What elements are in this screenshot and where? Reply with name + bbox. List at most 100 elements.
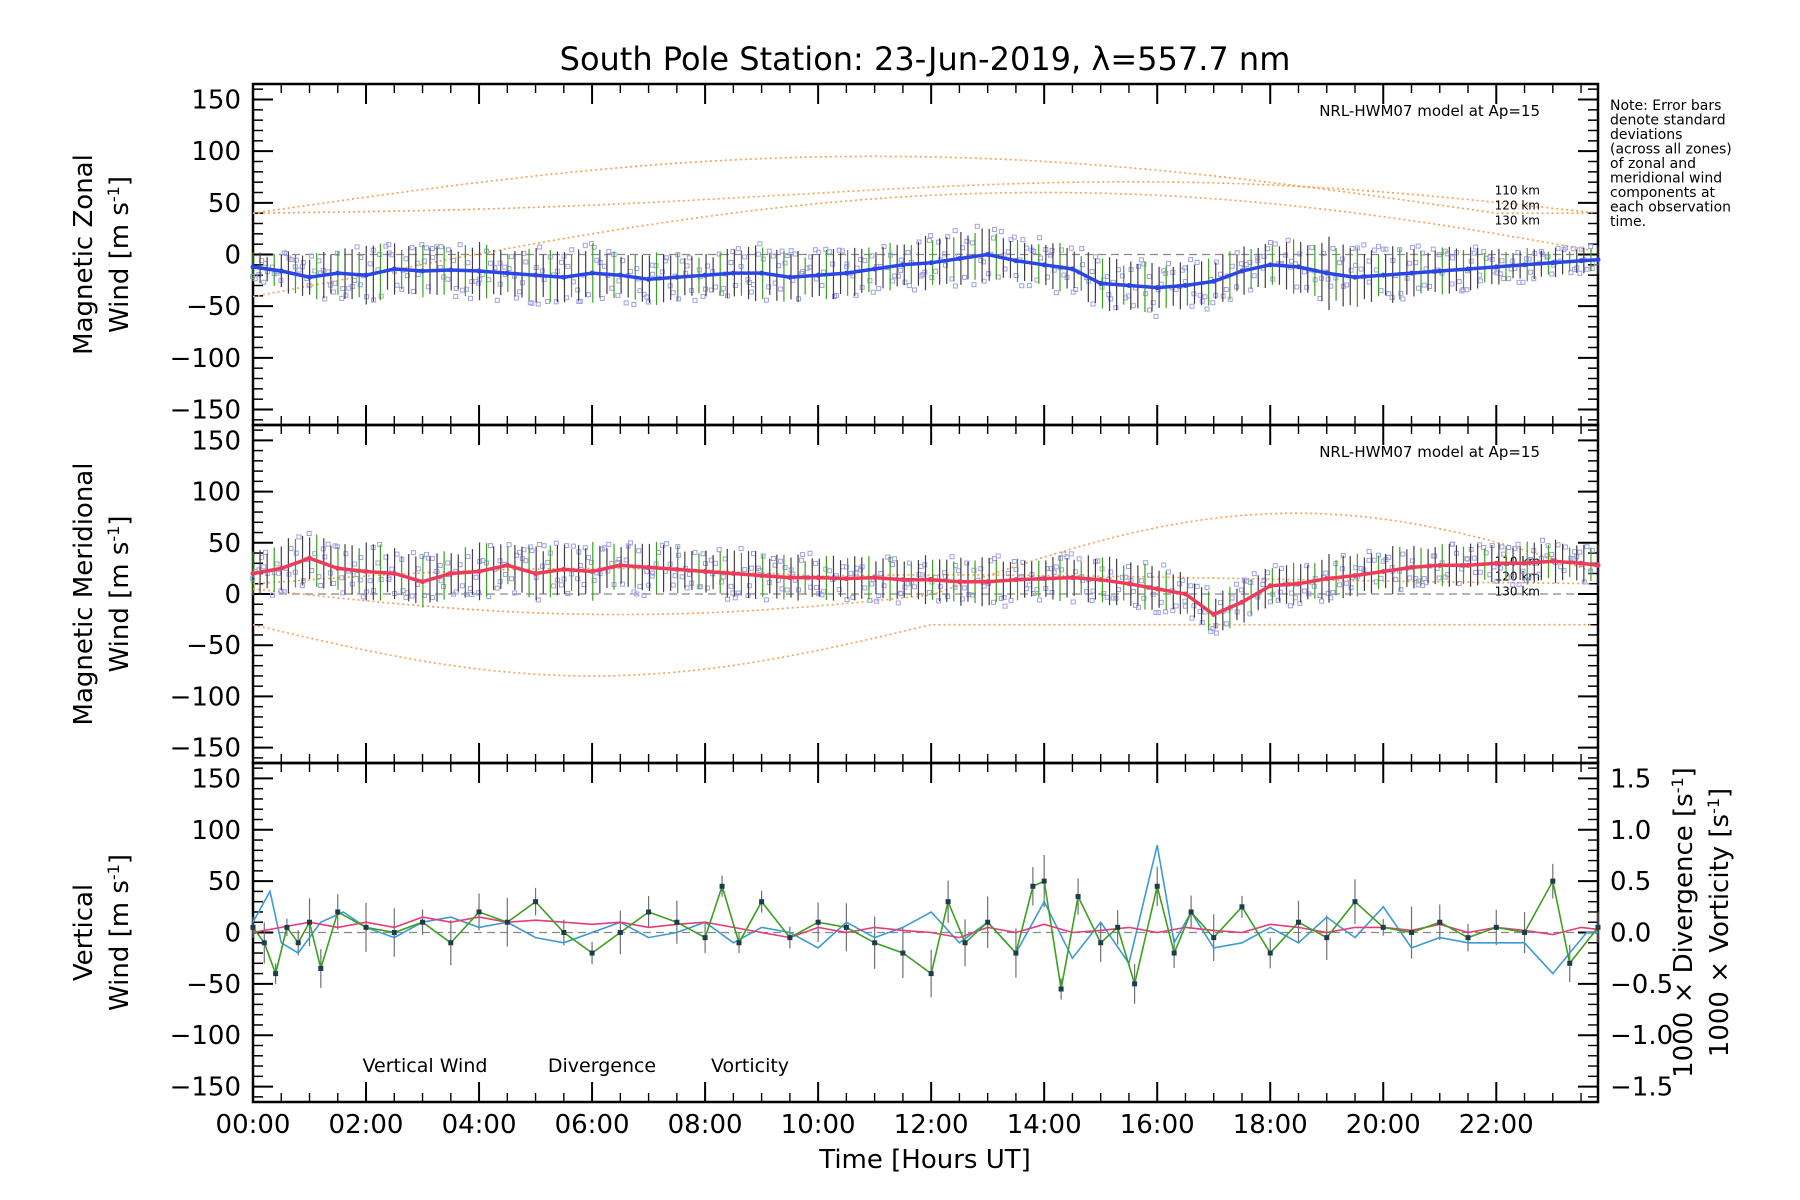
y-tick-label: 100 [191,478,241,508]
vertical-wind-point [815,919,821,925]
vertical-wind-point [736,940,742,946]
zone-point [1229,595,1235,601]
zone-point [309,253,315,259]
zone-point [1501,276,1507,282]
zonal-wind-point [278,268,284,274]
vertical-wind-point [261,940,267,946]
zone-point [389,252,395,258]
zone-point [848,570,854,576]
vertical-wind-point [1030,883,1036,889]
zone-point [867,597,873,603]
zone-point [1189,303,1195,309]
zone-point [1468,546,1474,552]
zone-point [867,278,873,284]
zone-point [646,582,652,588]
zone-point [991,235,997,241]
zone-point [836,247,842,253]
zone-point [296,267,302,273]
zone-point [601,545,607,551]
meridional-wind-point [1041,576,1047,582]
zone-point [644,294,650,300]
meridional-wind-point [1437,562,1443,568]
zone-point [410,288,416,294]
vertical-wind-point [1075,894,1081,900]
zone-point [770,556,776,562]
zone-point [537,541,543,547]
zone-point [1383,246,1389,252]
zone-point [340,286,346,292]
zone-point [1150,591,1156,597]
zone-point [1210,626,1216,632]
zone-point [1398,290,1404,296]
zone-point [926,589,932,595]
zone-point [870,289,876,295]
chart-title: South Pole Station: 23-Jun-2019, λ=557.7… [560,40,1291,78]
vertical-wind-point [1098,940,1104,946]
zone-point [360,594,366,600]
zone-point [812,560,818,566]
zone-point [288,257,294,263]
zone-point [858,567,864,573]
zone-point [745,593,751,599]
zone-point [675,552,681,558]
zone-point [627,540,633,546]
zone-point [375,560,381,566]
x-tick-label: 12:00 [894,1110,969,1140]
zonal-wind-point [561,274,567,280]
zone-point [1051,569,1057,575]
zone-point [748,289,754,295]
model-curve-120km [252,512,1593,616]
zone-point [650,570,656,576]
right-y-tick-label: 1.5 [1610,764,1651,794]
zone-point [784,587,790,593]
vertical-wind-point [1465,935,1471,941]
zone-point [641,592,647,598]
zone-point [565,263,571,269]
zone-point [713,284,719,290]
zone-point [1336,260,1342,266]
zone-point [672,573,678,579]
zone-point [1090,588,1096,594]
y-axis-label-line2: Wind [m s-1] [104,516,136,673]
zone-point [1304,284,1310,290]
zone-point [826,568,832,574]
zone-point [952,283,958,289]
model-altitude-label: 120 km [1495,199,1540,213]
vertical-wind-point [1550,878,1556,884]
zone-point [1456,279,1462,285]
zone-point [971,282,977,288]
zone-point [1272,241,1278,247]
zone-point [300,578,306,584]
zone-point [1563,245,1569,251]
zone-point [1076,556,1082,562]
zone-point [1471,555,1477,561]
zone-point [378,293,384,299]
meridional-wind-point [1295,581,1301,587]
label-close: ] [1669,767,1699,777]
zone-point [1348,267,1354,273]
zone-point [991,599,997,605]
meridional-wind-point [1595,562,1601,568]
y-tick-label: 100 [191,137,241,167]
zone-point [1456,580,1462,586]
zone-point [256,272,262,278]
vertical-wind-point [589,950,595,956]
zonal-wind-point [307,274,313,280]
vertical-wind-point [1211,935,1217,941]
meridional-wind-point [1324,576,1330,582]
x-tick-label: 02:00 [329,1110,404,1140]
zone-point [1358,266,1364,272]
zone-point [586,292,592,298]
zone-point [1539,537,1545,543]
zone-point [553,540,559,546]
zone-point [1049,590,1055,596]
vertical-wind-point [1437,919,1443,925]
zone-point [1589,547,1595,553]
panel-meridional: 150 100 50 0 −50 −100 −150 Magnetic Meridional W… [69,423,1601,765]
zone-point [1386,554,1392,560]
vertical-wind-point [420,919,426,925]
zone-point [317,582,323,588]
zone-point [1366,549,1372,555]
vertical-wind-point [646,909,652,915]
